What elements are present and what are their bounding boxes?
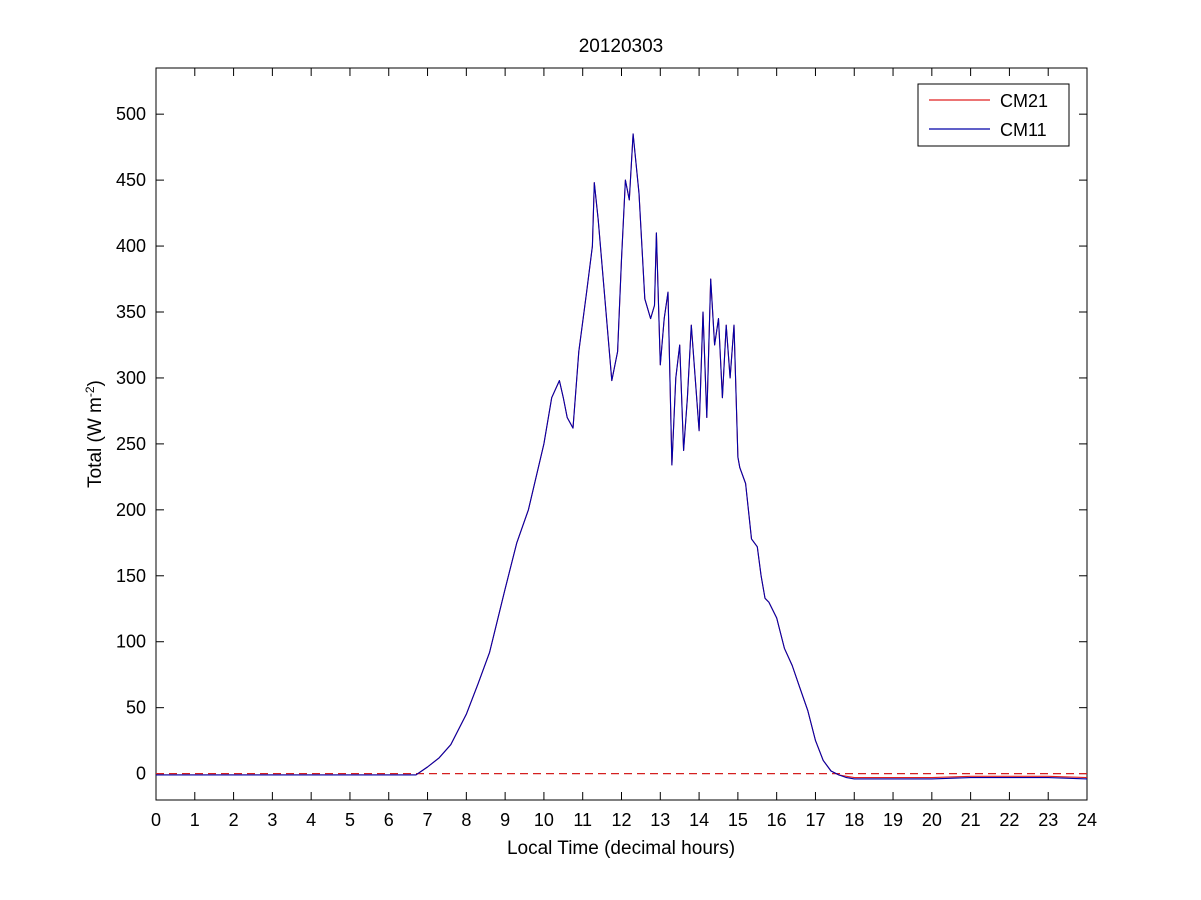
- y-tick-label: 200: [116, 500, 146, 520]
- y-tick-label: 300: [116, 368, 146, 388]
- y-tick-label: 500: [116, 104, 146, 124]
- series-line-cm11: [156, 133, 1088, 780]
- y-axis-title-superscript: -2: [83, 386, 97, 397]
- x-tick-label: 23: [1038, 810, 1058, 830]
- y-axis-title-close: ): [85, 380, 106, 386]
- y-tick-label: 100: [116, 632, 146, 652]
- x-tick-label: 18: [844, 810, 864, 830]
- x-tick-label: 3: [267, 810, 277, 830]
- x-tick-label: 0: [151, 810, 161, 830]
- x-tick-label: 7: [423, 810, 433, 830]
- y-tick-label: 150: [116, 566, 146, 586]
- x-tick-label: 20: [922, 810, 942, 830]
- x-tick-label: 24: [1077, 810, 1097, 830]
- x-tick-label: 6: [384, 810, 394, 830]
- x-tick-label: 16: [767, 810, 787, 830]
- series-group: [156, 133, 1088, 780]
- y-tick-label: 450: [116, 170, 146, 190]
- legend-box: [917, 83, 1070, 147]
- x-tick-label: 19: [883, 810, 903, 830]
- x-tick-label: 13: [650, 810, 670, 830]
- x-tick-label: 4: [306, 810, 316, 830]
- y-axis: 0 50 100 150 200 250 300 350 400 450 500: [116, 104, 1087, 784]
- legend-label-cm21: CM21: [1000, 91, 1048, 111]
- y-tick-label: 250: [116, 434, 146, 454]
- y-tick-label: 0: [136, 764, 146, 784]
- y-tick-label: 350: [116, 302, 146, 322]
- x-tick-label: 12: [611, 810, 631, 830]
- x-tick-label: 22: [999, 810, 1019, 830]
- y-tick-label: 50: [126, 698, 146, 718]
- legend-label-cm11: CM11: [1000, 120, 1047, 140]
- y-axis-title-main: Total (W m: [85, 397, 106, 488]
- x-tick-label: 10: [534, 810, 554, 830]
- x-tick-label: 8: [461, 810, 471, 830]
- chart-title: 20120303: [579, 36, 664, 57]
- x-tick-label: 17: [805, 810, 825, 830]
- x-tick-label: 1: [190, 810, 200, 830]
- x-tick-label: 5: [345, 810, 355, 830]
- x-axis: 0 1 2 3 4 5 6 7 8 9 10 11 12 13 14 15 16 17 18 19 20 21 22 23 24: [151, 68, 1097, 830]
- x-tick-label: 14: [689, 810, 709, 830]
- x-tick-label: 2: [229, 810, 239, 830]
- plot-area: [155, 67, 1088, 801]
- x-tick-label: 15: [728, 810, 748, 830]
- x-axis-title: Local Time (decimal hours): [507, 838, 735, 859]
- x-tick-label: 11: [573, 810, 592, 830]
- legend: CM21 CM11: [917, 83, 1070, 147]
- y-tick-label: 400: [116, 236, 146, 256]
- x-tick-label: 21: [961, 810, 981, 830]
- x-tick-label: 9: [500, 810, 510, 830]
- y-axis-title: Total (W m-2): [83, 380, 106, 488]
